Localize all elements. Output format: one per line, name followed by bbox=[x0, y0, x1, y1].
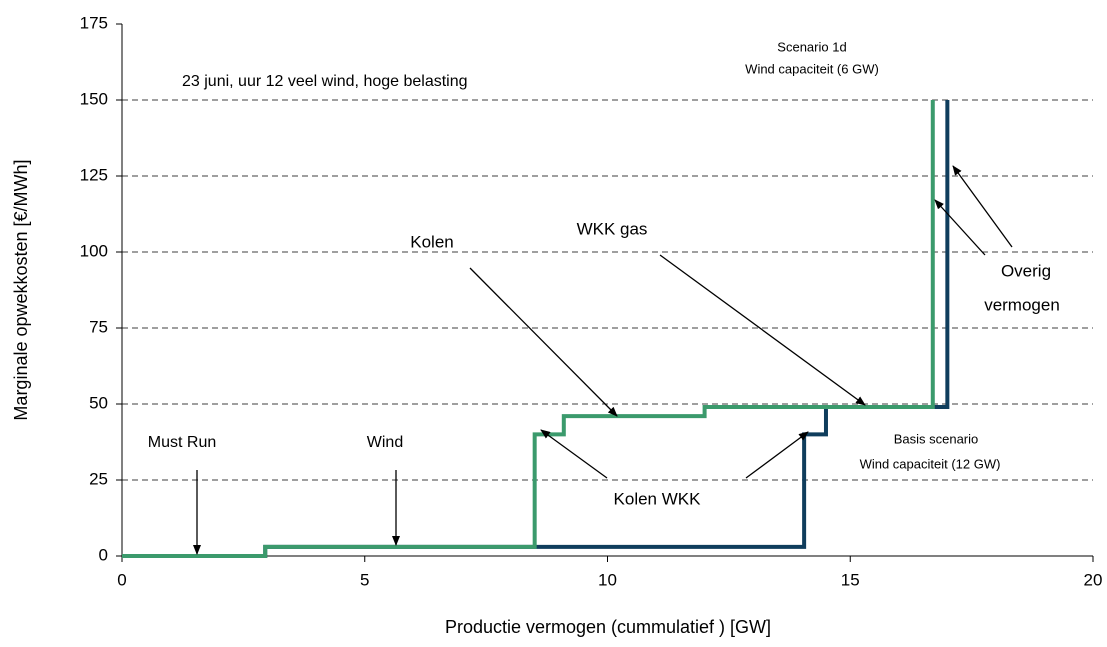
arrow bbox=[745, 431, 809, 479]
annotation: WKK gas bbox=[577, 219, 648, 238]
annotation: vermogen bbox=[984, 295, 1060, 314]
arrow bbox=[540, 429, 608, 479]
annotation: Kolen WKK bbox=[614, 489, 702, 508]
y-tick-label: 100 bbox=[80, 241, 108, 260]
y-tick-label: 75 bbox=[89, 317, 108, 336]
annotation: Kolen bbox=[410, 232, 453, 251]
x-axis-label: Productie vermogen (cummulatief ) [GW] bbox=[445, 617, 771, 637]
y-tick-label: 150 bbox=[80, 89, 108, 108]
x-tick-label: 10 bbox=[598, 570, 617, 589]
arrow bbox=[952, 165, 1013, 248]
annotation: Basis scenario bbox=[894, 431, 979, 446]
y-tick-label: 175 bbox=[80, 13, 108, 32]
annotation: Overig bbox=[1001, 261, 1051, 280]
annotation: Wind capaciteit (6 GW) bbox=[745, 61, 879, 76]
x-tick-label: 15 bbox=[841, 570, 860, 589]
y-tick-label: 0 bbox=[99, 545, 108, 564]
annotation: Wind capaciteit (12 GW) bbox=[860, 456, 1001, 471]
y-tick-label: 25 bbox=[89, 469, 108, 488]
y-tick-label: 125 bbox=[80, 165, 108, 184]
series-line bbox=[122, 100, 935, 558]
annotation: Wind bbox=[367, 434, 403, 451]
y-axis-label: Marginale opwekkosten [€/MWh] bbox=[11, 159, 31, 420]
x-tick-label: 5 bbox=[360, 570, 369, 589]
x-tick-label: 0 bbox=[117, 570, 126, 589]
arrow bbox=[659, 254, 866, 406]
annotation: Scenario 1d bbox=[777, 39, 846, 54]
x-tick-label: 20 bbox=[1084, 570, 1103, 589]
y-tick-label: 50 bbox=[89, 393, 108, 412]
arrow bbox=[934, 199, 986, 256]
annotation: 23 juni, uur 12 veel wind, hoge belastin… bbox=[182, 73, 468, 90]
annotation: Must Run bbox=[148, 434, 216, 451]
arrow bbox=[469, 267, 618, 417]
